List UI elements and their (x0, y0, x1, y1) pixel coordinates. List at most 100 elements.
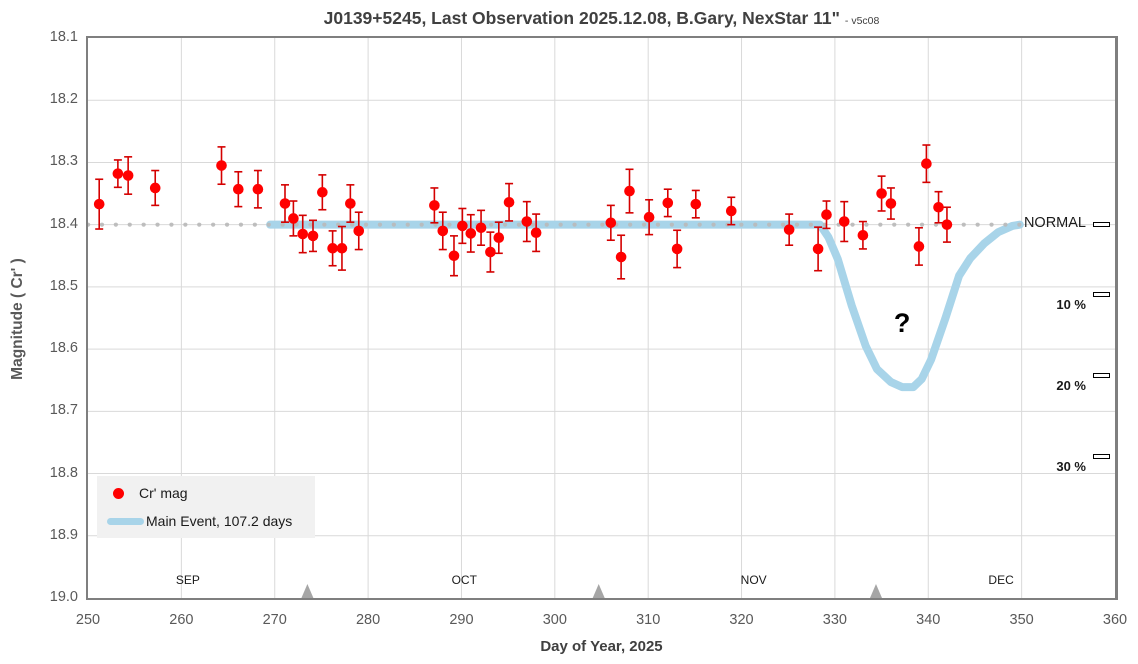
data-point (493, 232, 505, 244)
month-boundary-triangle-icon (301, 584, 314, 598)
data-point (93, 198, 105, 210)
data-point (941, 219, 953, 230)
x-tick-label: 300 (542, 612, 567, 628)
y-tick-label: 18.2 (49, 91, 78, 108)
data-point (725, 205, 737, 217)
data-point (671, 243, 683, 255)
data-point (690, 198, 702, 210)
legend: Cr' mag Main Event, 107.2 days (97, 476, 315, 538)
month-boundary-triangle-icon (592, 584, 605, 598)
y-tick-label: 18.8 (49, 464, 78, 481)
data-point (307, 230, 319, 242)
data-point (279, 198, 291, 209)
data-point (457, 220, 468, 232)
data-point (112, 168, 124, 179)
y-tick-label: 18.9 (49, 526, 78, 543)
legend-dot-marker-icon (113, 487, 124, 499)
legend-label-cr-mag: Cr' mag (139, 485, 188, 501)
data-point (233, 183, 244, 195)
data-point (662, 197, 674, 209)
depth-dash-marker-normal (1093, 221, 1110, 227)
data-point (821, 209, 832, 221)
data-point (437, 225, 449, 237)
depth-dash-marker-pct-30 (1093, 453, 1110, 459)
data-point (122, 170, 134, 181)
data-point (521, 216, 533, 227)
legend-entry-main-event: Main Event, 107.2 days (107, 510, 315, 532)
y-tick-label: 18.6 (49, 340, 78, 357)
legend-entry-cr-mag: Cr' mag (107, 482, 315, 504)
x-tick-label: 250 (75, 612, 101, 628)
y-axis-title: Magnitude ( Cr' ) (9, 258, 26, 380)
data-point (503, 196, 515, 208)
y-tick-label: 18.3 (49, 153, 78, 170)
data-point (216, 160, 227, 171)
month-label-sep: SEP (175, 573, 200, 587)
data-point (149, 182, 161, 194)
x-tick-label: 260 (169, 612, 194, 628)
data-point (297, 228, 309, 240)
question-mark-annotation: ? (893, 308, 911, 339)
data-point (317, 187, 328, 198)
data-point (605, 217, 617, 229)
chart-title-version: - v5c08 (844, 15, 880, 27)
y-tick-label: 18.7 (49, 402, 78, 419)
depth-label-pct-20: 20 % (1056, 377, 1086, 393)
y-tick-label: 18.5 (49, 277, 78, 294)
data-point (475, 222, 487, 234)
legend-line-marker-icon (107, 517, 144, 525)
x-tick-label: 360 (1102, 612, 1128, 628)
depth-label-normal: NORMAL (1023, 214, 1086, 231)
data-point (857, 229, 869, 241)
depth-label-pct-10: 10 % (1056, 296, 1086, 312)
y-tick-label: 18.4 (49, 215, 78, 232)
legend-label-main-event: Main Event, 107.2 days (146, 513, 293, 529)
y-tick-label: 19.0 (49, 589, 78, 605)
x-axis-title: Day of Year, 2025 (540, 638, 663, 655)
data-point (327, 243, 338, 254)
x-tick-label: 290 (449, 612, 474, 628)
data-point (783, 224, 795, 235)
plot-svg (88, 38, 1115, 598)
month-boundary-triangle-icon (869, 584, 882, 598)
data-point (345, 198, 356, 209)
x-tick-label: 350 (1009, 612, 1034, 628)
data-point (885, 198, 897, 209)
data-point (876, 188, 887, 199)
data-point (429, 200, 440, 211)
x-tick-label: 310 (636, 612, 661, 628)
x-tick-label: 280 (355, 612, 381, 628)
data-point (921, 158, 932, 169)
x-tick-label: 270 (262, 612, 287, 628)
chart-title-text: J0139+5245, Last Observation 2025.12.08,… (323, 8, 840, 28)
x-tick-label: 340 (916, 612, 941, 628)
data-point (615, 251, 627, 263)
data-point (933, 201, 944, 213)
data-point (624, 185, 635, 197)
month-label-oct: OCT (451, 573, 477, 587)
data-point (530, 227, 542, 239)
depth-label-pct-30: 30 % (1056, 458, 1086, 474)
data-point (288, 213, 299, 224)
x-tick-label: 320 (729, 612, 754, 628)
month-label-dec: DEC (988, 573, 1014, 587)
data-point (336, 243, 348, 254)
data-point (485, 246, 496, 258)
depth-dash-marker-pct-10 (1093, 291, 1110, 297)
data-point (913, 241, 925, 252)
data-point (838, 216, 850, 227)
plot-area: Cr' mag Main Event, 107.2 days ? SEP OCT N… (86, 36, 1118, 600)
data-point (643, 211, 655, 223)
month-label-nov: NOV (740, 573, 767, 587)
data-point (252, 183, 264, 195)
data-point (812, 243, 824, 255)
y-tick-label: 18.1 (49, 29, 78, 45)
main-event-curve (266, 220, 1024, 392)
data-point (448, 250, 460, 262)
depth-dash-marker-pct-20 (1093, 372, 1110, 378)
chart-title: J0139+5245, Last Observation 2025.12.08,… (88, 8, 1115, 29)
data-point (353, 225, 365, 237)
x-tick-label: 330 (822, 612, 847, 628)
data-point (465, 228, 477, 239)
